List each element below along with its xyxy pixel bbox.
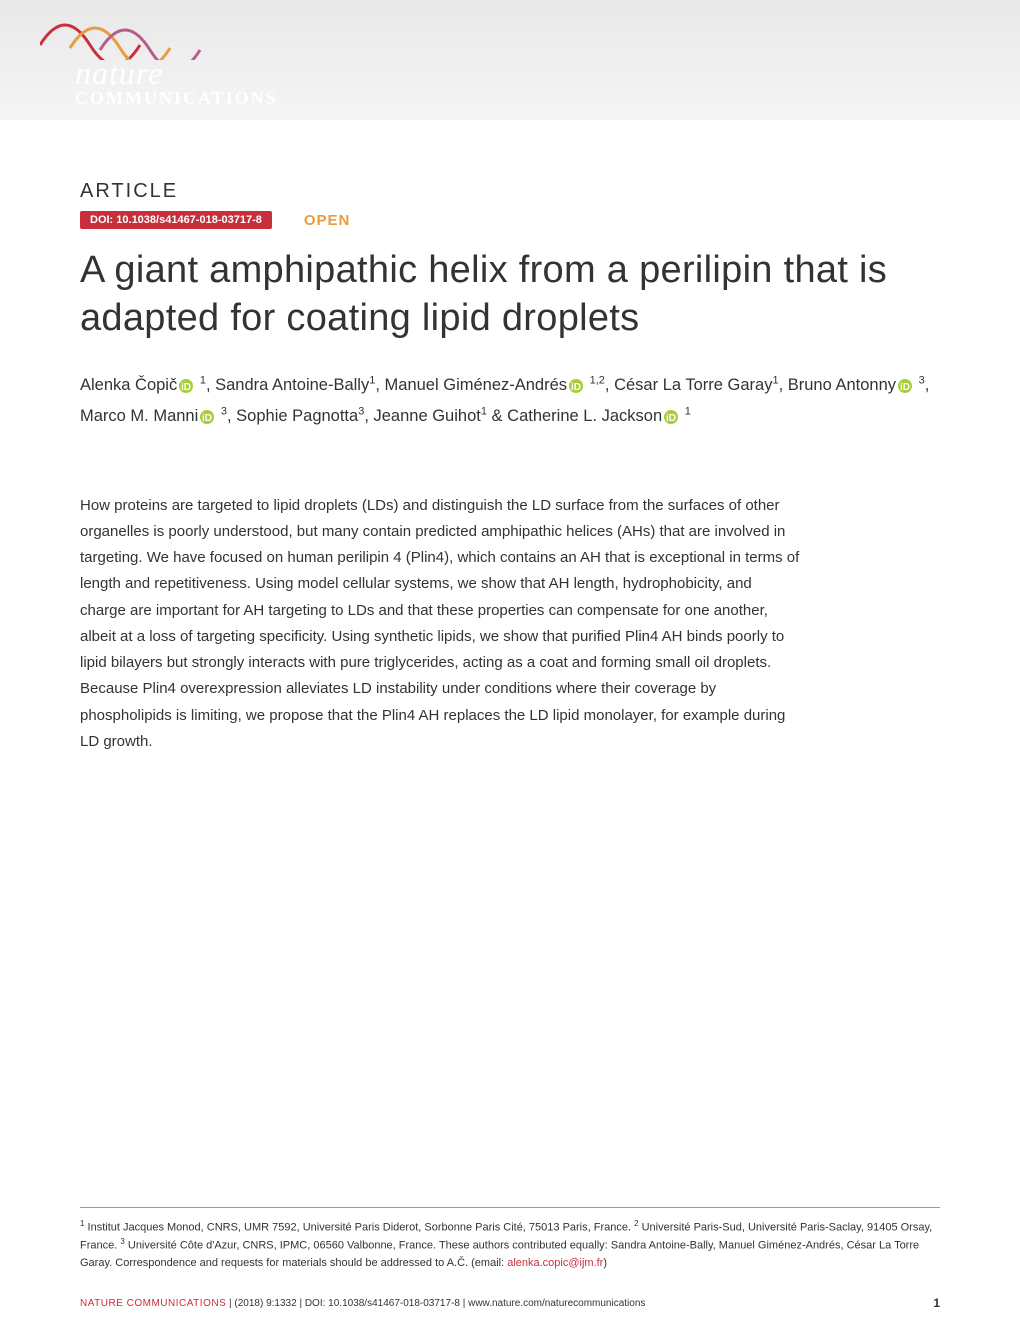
orcid-icon[interactable]: iD <box>898 379 912 393</box>
orcid-icon[interactable]: iD <box>200 410 214 424</box>
author-name[interactable]: Manuel Giménez-Andrés <box>385 376 568 394</box>
orcid-icon[interactable]: iD <box>569 379 583 393</box>
author-list: Alenka ČopičiD 1, Sandra Antoine-Bally1,… <box>80 370 940 433</box>
footer-journal-name: NATURE COMMUNICATIONS <box>80 1298 226 1309</box>
correspondence-text: Correspondence and requests for material… <box>115 1257 507 1269</box>
affiliation-ref: 1 <box>369 375 375 387</box>
author-name[interactable]: Alenka Čopič <box>80 376 177 394</box>
author-name[interactable]: Catherine L. Jackson <box>507 407 662 425</box>
svg-text:iD: iD <box>666 413 676 424</box>
correspondence-email-link[interactable]: alenka.copic@ijm.fr <box>507 1257 603 1269</box>
footer-citation: | (2018) 9:1332 <box>226 1298 299 1309</box>
page-footer: 1 Institut Jacques Monod, CNRS, UMR 7592… <box>80 1207 940 1310</box>
affiliation-number: 3 <box>120 1237 124 1246</box>
footer-citation-line: NATURE COMMUNICATIONS | (2018) 9:1332 | … <box>80 1296 940 1310</box>
affiliation-number: 2 <box>634 1219 638 1228</box>
svg-text:iD: iD <box>571 382 581 393</box>
affiliation-ref: 1 <box>685 406 691 418</box>
article-title: A giant amphipathic helix from a perilip… <box>80 247 940 342</box>
journal-logo: nature COMMUNICATIONS <box>75 55 278 109</box>
affiliation-ref: 1 <box>772 375 778 387</box>
affiliations-block: 1 Institut Jacques Monod, CNRS, UMR 7592… <box>80 1207 940 1272</box>
affiliation-ref: 1 <box>481 406 487 418</box>
author-name[interactable]: Sandra Antoine-Bally <box>215 376 369 394</box>
orcid-icon[interactable]: iD <box>179 379 193 393</box>
affiliation-ref: 3 <box>358 406 364 418</box>
doi-badge[interactable]: DOI: 10.1038/s41467-018-03717-8 <box>80 211 272 229</box>
author-name[interactable]: Bruno Antonny <box>788 376 896 394</box>
affiliation-text: Université Côte d'Azur, CNRS, IPMC, 0656… <box>128 1240 439 1252</box>
affiliation-text: Institut Jacques Monod, CNRS, UMR 7592, … <box>88 1221 635 1233</box>
affiliation-ref: 1,2 <box>590 375 605 387</box>
article-content: ARTICLE DOI: 10.1038/s41467-018-03717-8 … <box>0 120 1020 755</box>
svg-text:iD: iD <box>202 413 212 424</box>
journal-header-banner: nature COMMUNICATIONS <box>0 0 1020 120</box>
orcid-icon[interactable]: iD <box>664 410 678 424</box>
footer-doi-url: | DOI: 10.1038/s41467-018-03717-8 | www.… <box>299 1298 645 1309</box>
logo-nature-text: nature <box>75 55 278 92</box>
author-name[interactable]: Jeanne Guihot <box>374 407 481 425</box>
logo-communications-text: COMMUNICATIONS <box>75 88 278 109</box>
nature-waves-icon <box>40 0 290 60</box>
svg-text:iD: iD <box>181 382 191 393</box>
affiliation-number: 1 <box>80 1219 84 1228</box>
author-name[interactable]: Marco M. Manni <box>80 407 198 425</box>
correspondence-closing: ) <box>603 1257 607 1269</box>
affiliation-ref: 3 <box>221 406 227 418</box>
affiliation-ref: 1 <box>200 375 206 387</box>
article-type-label: ARTICLE <box>80 180 940 203</box>
author-name[interactable]: César La Torre Garay <box>614 376 772 394</box>
page-number: 1 <box>933 1296 940 1310</box>
abstract-text: How proteins are targeted to lipid dropl… <box>80 493 800 756</box>
open-access-badge: OPEN <box>304 212 351 229</box>
author-name[interactable]: Sophie Pagnotta <box>236 407 358 425</box>
svg-text:iD: iD <box>900 382 910 393</box>
affiliation-ref: 3 <box>919 375 925 387</box>
doi-row: DOI: 10.1038/s41467-018-03717-8 OPEN <box>80 211 940 229</box>
